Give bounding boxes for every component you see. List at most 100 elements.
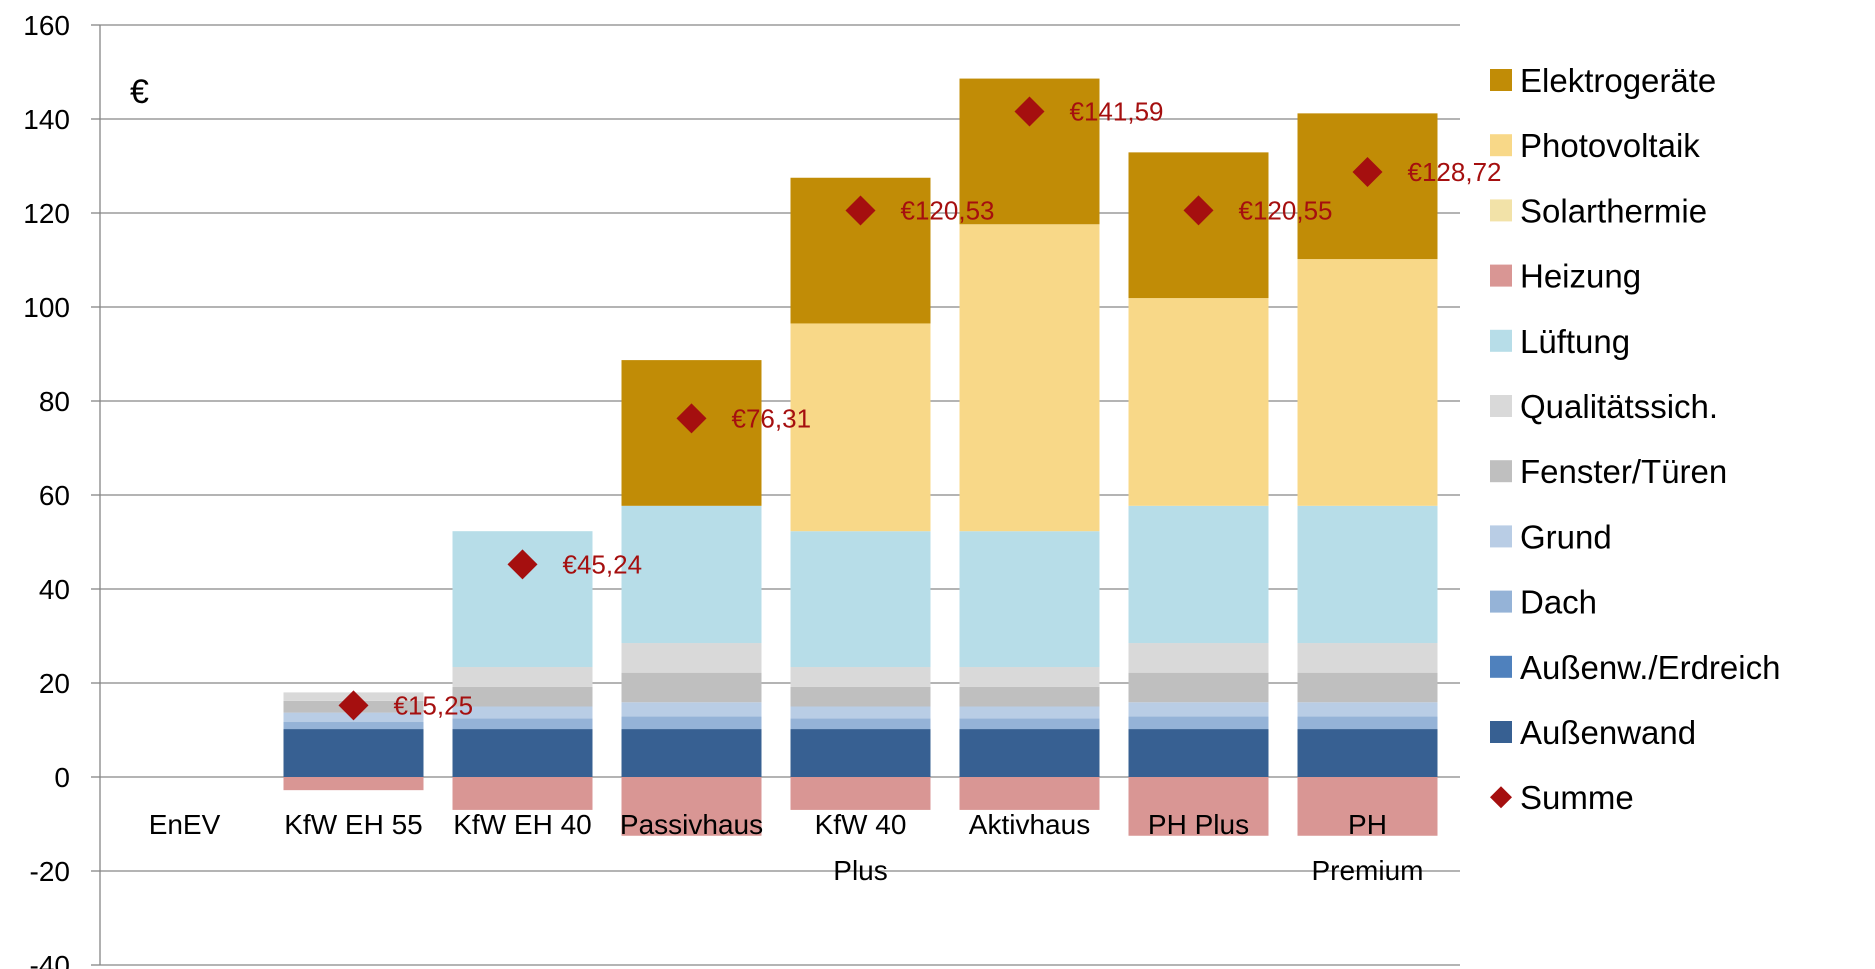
bar-segment-fenster-turen bbox=[790, 686, 931, 707]
bar-segment-qualitatssich bbox=[790, 667, 931, 687]
bar-segment-dach bbox=[1128, 716, 1269, 730]
category-label: Aktivhaus bbox=[969, 809, 1090, 840]
legend-label-heizung: Heizung bbox=[1520, 258, 1641, 295]
legend-swatch-aussenw-erdreich bbox=[1490, 655, 1512, 678]
bar-segment-qualitatssich bbox=[452, 667, 593, 687]
summe-markers: €15,25 €45,24 €76,31 €120,53 €141,59 €120,55 €… bbox=[338, 96, 1502, 721]
bar-segment-photovoltaik bbox=[1297, 259, 1438, 506]
y-tick-label: 100 bbox=[23, 292, 70, 323]
bar-segment-luftung bbox=[959, 531, 1100, 668]
legend-label-grund: Grund bbox=[1520, 518, 1612, 555]
category-label: PH Premium bbox=[1311, 809, 1423, 886]
legend-swatch-solarthermie bbox=[1490, 199, 1512, 222]
bar-segment-heizung bbox=[452, 777, 593, 810]
summe-marker bbox=[1183, 195, 1214, 226]
bar-segment-aussenwand bbox=[452, 729, 593, 777]
bar-segment-qualitatssich bbox=[1128, 643, 1269, 673]
bar-segment-qualitatssich bbox=[959, 667, 1100, 687]
bar-segment-qualitatssich bbox=[1297, 643, 1438, 673]
y-axis: -40 -20 0 20 40 60 80 100 120 140 160 bbox=[23, 10, 101, 969]
y-tick-label: 80 bbox=[39, 386, 70, 417]
legend-swatch-fenster-turen bbox=[1490, 460, 1512, 483]
bar-segment-dach bbox=[790, 718, 931, 730]
legend-label-aussenw-erdreich: Außenw./Erdreich bbox=[1520, 649, 1780, 686]
bar-segment-fenster-turen bbox=[1297, 672, 1438, 703]
bar-segment-dach bbox=[621, 716, 762, 730]
legend-label-summe: Summe bbox=[1520, 779, 1634, 816]
category-labels: EnEV KfW EH 55 KfW EH 40 Passivhaus KfW 40 Pl… bbox=[149, 809, 1424, 886]
legend-label-qualitatssich: Qualitätssich. bbox=[1520, 388, 1718, 425]
summe-data-label: €45,24 bbox=[563, 549, 643, 579]
bar-segment-aussenwand bbox=[790, 729, 931, 777]
y-tick-label: -40 bbox=[30, 950, 70, 969]
bar-segment-heizung bbox=[283, 777, 424, 791]
summe-data-label: €128,72 bbox=[1408, 157, 1502, 187]
bar-segment-fenster-turen bbox=[621, 672, 762, 703]
summe-marker bbox=[338, 690, 369, 721]
bar-segment-aussenwand bbox=[1297, 729, 1438, 777]
bar-segment-heizung bbox=[1128, 777, 1269, 836]
bar-segment-grund bbox=[790, 706, 931, 719]
legend-swatch-summe bbox=[1490, 786, 1512, 809]
summe-data-label: €15,25 bbox=[394, 690, 474, 720]
legend-swatch-dach bbox=[1490, 590, 1512, 613]
bar-segment-heizung bbox=[1297, 777, 1438, 836]
legend-swatch-heizung bbox=[1490, 264, 1512, 287]
bar-segment-luftung bbox=[621, 505, 762, 644]
bar-segment-heizung bbox=[959, 777, 1100, 810]
legend-label-dach: Dach bbox=[1520, 584, 1597, 621]
y-tick-label: 160 bbox=[23, 10, 70, 41]
legend: Elektrogeräte Photovoltaik Solarthermie Hei… bbox=[1490, 62, 1780, 816]
bar-segment-luftung bbox=[1297, 505, 1438, 644]
summe-data-label: €141,59 bbox=[1070, 97, 1164, 127]
legend-label-fenster-turen: Fenster/Türen bbox=[1520, 453, 1727, 490]
bar-segment-dach bbox=[1297, 716, 1438, 730]
y-tick-label: -20 bbox=[30, 856, 70, 887]
bar-segment-heizung bbox=[621, 777, 762, 836]
bar-segment-aussenwand bbox=[621, 729, 762, 777]
summe-marker bbox=[507, 549, 538, 580]
legend-swatch-luftung bbox=[1490, 329, 1512, 352]
summe-marker bbox=[1014, 96, 1045, 127]
category-label: Passivhaus bbox=[620, 809, 763, 840]
legend-label-elektrogerate: Elektrogeräte bbox=[1520, 62, 1716, 99]
bar-segment-aussenwand bbox=[1128, 729, 1269, 777]
category-label: EnEV bbox=[149, 809, 221, 840]
summe-data-label: €120,55 bbox=[1239, 195, 1333, 225]
y-tick-label: 120 bbox=[23, 198, 70, 229]
legend-swatch-elektrogerate bbox=[1490, 69, 1512, 91]
bar-segment-heizung bbox=[790, 777, 931, 810]
unit-label: € bbox=[130, 73, 149, 111]
bar-segment-grund bbox=[452, 706, 593, 719]
category-label: KfW EH 40 bbox=[453, 809, 591, 840]
bar-segment-dach bbox=[452, 718, 593, 730]
bar-segment-grund bbox=[1297, 702, 1438, 717]
bar-segment-luftung bbox=[1128, 505, 1269, 644]
bar-segment-photovoltaik bbox=[1128, 298, 1269, 506]
bar-segment-dach bbox=[959, 718, 1100, 730]
legend-label-solarthermie: Solarthermie bbox=[1520, 192, 1707, 229]
y-tick-label: 0 bbox=[54, 762, 70, 793]
bar-segment-grund bbox=[621, 702, 762, 717]
bar-segment-fenster-turen bbox=[959, 686, 1100, 707]
bar-segment-aussenwand bbox=[283, 729, 424, 777]
bar-segment-luftung bbox=[790, 531, 931, 668]
bar-segment-aussenwand bbox=[959, 729, 1100, 777]
summe-data-label: €120,53 bbox=[901, 196, 995, 226]
summe-marker bbox=[676, 403, 707, 434]
y-tick-label: 60 bbox=[39, 480, 70, 511]
y-tick-label: 140 bbox=[23, 104, 70, 135]
summe-marker bbox=[1352, 157, 1383, 188]
y-tick-label: 40 bbox=[39, 574, 70, 605]
legend-label-photovoltaik: Photovoltaik bbox=[1520, 127, 1700, 164]
bar-segment-fenster-turen bbox=[452, 686, 593, 707]
bars bbox=[283, 78, 1438, 836]
legend-swatch-photovoltaik bbox=[1490, 134, 1512, 157]
legend-swatch-grund bbox=[1490, 525, 1512, 548]
bar-segment-grund bbox=[959, 706, 1100, 719]
bar-segment-photovoltaik bbox=[959, 224, 1100, 532]
summe-data-label: €76,31 bbox=[732, 403, 812, 433]
summe-marker bbox=[845, 195, 876, 226]
bar-segment-grund bbox=[1128, 702, 1269, 717]
